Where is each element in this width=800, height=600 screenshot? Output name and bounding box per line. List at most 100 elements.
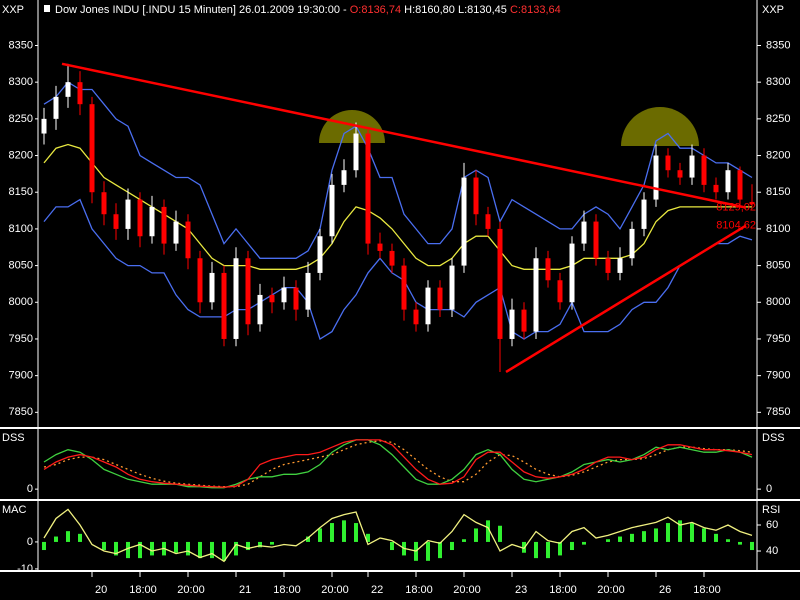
y-tick-label: 8350 bbox=[766, 39, 790, 51]
candle-body bbox=[281, 287, 287, 303]
y-tick-label: 8050 bbox=[9, 259, 33, 271]
candle-body bbox=[113, 214, 119, 229]
histogram-bar bbox=[270, 541, 274, 545]
trendline-label: 8129,02 bbox=[716, 202, 756, 214]
y-tick-label: 8000 bbox=[9, 296, 33, 308]
y-tick-label: 7950 bbox=[9, 333, 33, 345]
histogram-bar bbox=[618, 536, 622, 542]
y-tick-label: 8250 bbox=[9, 113, 33, 125]
histogram-bar bbox=[546, 541, 550, 559]
candle-body bbox=[713, 184, 719, 193]
y-tick-label: 0 bbox=[27, 483, 33, 495]
candle-body bbox=[605, 258, 611, 273]
candle-body bbox=[389, 250, 395, 266]
candle-body bbox=[317, 236, 323, 273]
y-axis-label: XXP bbox=[762, 4, 784, 16]
histogram-bar bbox=[114, 541, 118, 556]
candle-body bbox=[413, 309, 419, 325]
candle-body bbox=[233, 258, 239, 339]
histogram-bar bbox=[690, 523, 694, 542]
x-tick-label: 18:00 bbox=[273, 584, 301, 596]
candle-body bbox=[449, 265, 455, 310]
y-tick-label: 8350 bbox=[9, 39, 33, 51]
histogram-bar bbox=[570, 541, 574, 551]
y-tick-label: 40 bbox=[766, 545, 778, 557]
y-tick-label: 7850 bbox=[9, 406, 33, 418]
candle-body bbox=[89, 104, 95, 193]
panel-frames bbox=[0, 0, 800, 572]
y-tick-label: 8150 bbox=[9, 186, 33, 198]
y-tick-label: 8100 bbox=[766, 223, 790, 235]
histogram-bar bbox=[246, 541, 250, 551]
histogram-bar bbox=[558, 541, 562, 556]
histogram-bar bbox=[390, 541, 394, 551]
indicator-line bbox=[43, 439, 753, 488]
histogram-bar bbox=[462, 539, 466, 542]
x-tick-label: 20:00 bbox=[177, 584, 205, 596]
y-tick-label: 60 bbox=[766, 519, 778, 531]
y-axis-label: DSS bbox=[762, 432, 785, 444]
x-tick-label: 26 bbox=[659, 584, 671, 596]
candle-body bbox=[209, 272, 215, 303]
chart-header: Dow Jones INDU [.INDU 15 Minuten] 26.01.… bbox=[55, 4, 561, 16]
candle-body bbox=[533, 258, 539, 332]
trendline bbox=[505, 224, 747, 374]
candle-body bbox=[245, 258, 251, 325]
x-tick-label: 22 bbox=[371, 584, 383, 596]
candle-body bbox=[689, 155, 695, 178]
candle-body bbox=[341, 170, 347, 185]
y-tick-label: 0 bbox=[766, 483, 772, 495]
y-tick-label: 8300 bbox=[766, 76, 790, 88]
indicator-line bbox=[43, 508, 753, 563]
histogram-bar bbox=[486, 520, 490, 542]
y-tick-label: 7850 bbox=[766, 406, 790, 418]
candle-body bbox=[617, 258, 623, 273]
x-tick-label: 20:00 bbox=[453, 584, 481, 596]
x-tick-label: 20 bbox=[95, 584, 107, 596]
histogram-bar bbox=[534, 541, 538, 559]
x-tick-label: 18:00 bbox=[405, 584, 433, 596]
candle-body bbox=[125, 199, 131, 229]
histogram-bar bbox=[654, 528, 658, 542]
trendline-label: 8104,62 bbox=[716, 219, 756, 231]
histogram-bar bbox=[666, 523, 670, 542]
candle-body bbox=[149, 206, 155, 237]
candle-body bbox=[401, 265, 407, 310]
y-axis-label: MAC bbox=[2, 504, 27, 516]
histogram-bar bbox=[210, 541, 214, 559]
y-tick-label: 8050 bbox=[766, 259, 790, 271]
y-tick-label: 8250 bbox=[766, 113, 790, 125]
header-icon bbox=[44, 5, 50, 12]
histogram-bar bbox=[42, 541, 46, 551]
histogram-bar bbox=[642, 531, 646, 542]
histogram-bar bbox=[102, 541, 106, 551]
histogram-bar bbox=[474, 528, 478, 542]
histogram-bar bbox=[678, 520, 682, 542]
trendline bbox=[61, 62, 747, 209]
histogram-bar bbox=[234, 541, 238, 556]
candle-body bbox=[737, 170, 743, 200]
histogram-bar bbox=[318, 528, 322, 542]
candle-body bbox=[197, 258, 203, 303]
candle-body bbox=[41, 118, 47, 134]
histogram-bar bbox=[126, 541, 130, 559]
histogram-bar bbox=[450, 541, 454, 551]
y-tick-label: 8100 bbox=[9, 223, 33, 235]
histogram-bar bbox=[150, 541, 154, 556]
candle-body bbox=[161, 206, 167, 244]
indicator-line bbox=[43, 81, 753, 259]
candle-body bbox=[581, 221, 587, 244]
candle-body bbox=[653, 155, 659, 200]
y-tick-label: 0 bbox=[27, 536, 33, 548]
histogram-bar bbox=[714, 533, 718, 542]
candle-body bbox=[221, 272, 227, 339]
histogram-bar bbox=[606, 539, 610, 542]
candle-body bbox=[485, 214, 491, 229]
candle-body bbox=[677, 170, 683, 178]
candle-body bbox=[701, 155, 707, 185]
candle-body bbox=[461, 177, 467, 266]
candle-body bbox=[641, 199, 647, 229]
y-tick-label: 8150 bbox=[766, 186, 790, 198]
ohlc-value: O:8136,74 bbox=[350, 4, 401, 16]
